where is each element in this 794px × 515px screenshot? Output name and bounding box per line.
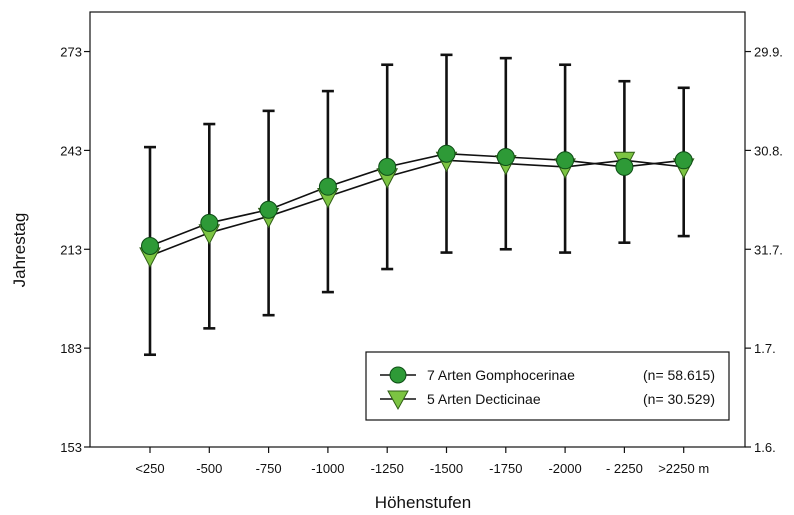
x-tick-label: -1250 xyxy=(371,461,404,476)
y-tick-label: 183 xyxy=(60,341,82,356)
series-line-0 xyxy=(149,152,684,247)
x-tick-label: -500 xyxy=(196,461,222,476)
marker-gomphocerinae xyxy=(318,177,337,196)
legend-count-gomphocerinae: (n= 58.615) xyxy=(643,367,715,383)
right-tick-label: 31.7. xyxy=(754,242,783,257)
x-tick-label: - 2250 xyxy=(606,461,643,476)
x-axis-title: Höhenstufen xyxy=(375,493,471,512)
y-axis-title: Jahrestag xyxy=(10,213,29,288)
x-tick-label: >2250 m xyxy=(658,461,709,476)
legend-label-gomphocerinae: 7 Arten Gomphocerinae xyxy=(427,367,575,383)
legend-marker-decticinae xyxy=(387,390,409,411)
marker-gomphocerinae xyxy=(200,213,219,232)
marker-gomphocerinae xyxy=(674,151,693,170)
legend-count-decticinae: (n= 30.529) xyxy=(643,391,715,407)
marker-gomphocerinae xyxy=(496,148,515,166)
right-tick-label: 1.7. xyxy=(754,341,776,356)
x-tick-label: -2000 xyxy=(548,461,581,476)
x-tick-label: -750 xyxy=(256,461,282,476)
x-tick-label: -1750 xyxy=(489,461,522,476)
y-tick-label: 273 xyxy=(60,45,82,60)
right-tick-label: 30.8. xyxy=(754,143,783,158)
marker-gomphocerinae xyxy=(141,236,159,255)
marker-gomphocerinae xyxy=(556,151,575,170)
x-tick-label: -1000 xyxy=(311,461,344,476)
marker-gomphocerinae xyxy=(437,144,456,163)
x-tick-label: <250 xyxy=(135,461,164,476)
marker-gomphocerinae xyxy=(378,157,397,176)
x-tick-label: -1500 xyxy=(430,461,463,476)
plot-frame xyxy=(89,11,746,448)
y-tick-label: 213 xyxy=(60,242,82,257)
right-tick-label: 1.6. xyxy=(754,440,776,455)
y-tick-label: 243 xyxy=(60,143,82,158)
series-line-1 xyxy=(149,159,684,257)
right-tick-label: 29.9. xyxy=(754,45,783,60)
marker-gomphocerinae xyxy=(615,157,634,176)
legend-marker-gomphocerinae xyxy=(389,366,407,384)
legend-label-decticinae: 5 Arten Decticinae xyxy=(427,391,541,407)
y-tick-label: 153 xyxy=(60,440,82,455)
legend-box xyxy=(365,351,730,421)
marker-gomphocerinae xyxy=(259,200,278,219)
legend: 7 Arten Gomphocerinae (n= 58.615) 5 Arte… xyxy=(365,351,730,421)
